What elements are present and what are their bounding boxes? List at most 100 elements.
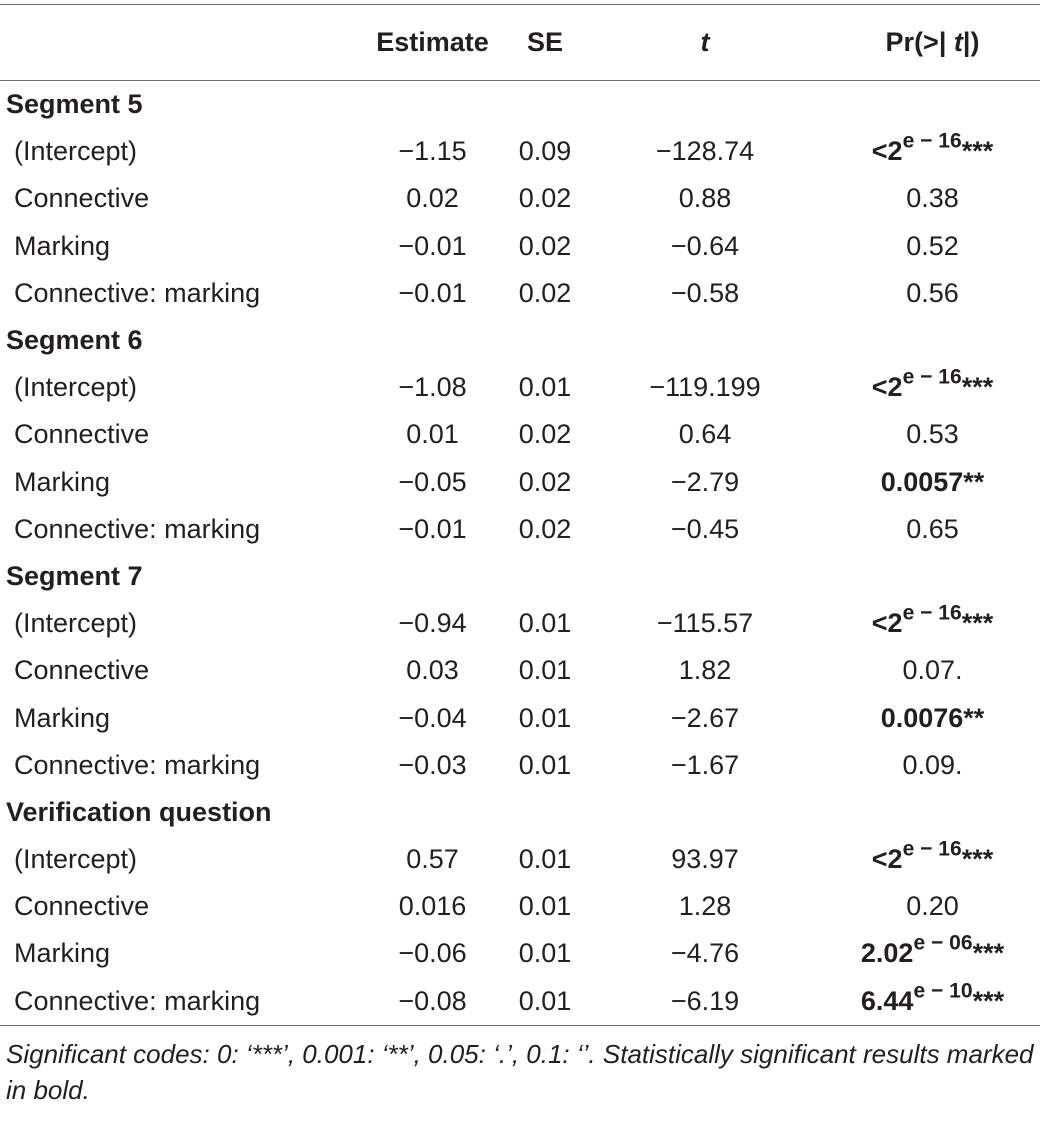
se-cell: 0.01 [518,372,572,403]
p-value-exponent: e − 16 [902,365,962,389]
row-label: (Intercept) [14,136,138,167]
p-value-stars: *** [961,136,994,167]
t-cell: −0.64 [670,230,740,261]
p-value-cell: <2e − 16*** [825,128,1040,175]
p-value-cell: 0.20 [825,883,1040,930]
se-cell: 0.02 [518,183,572,214]
row-label: Connective [14,183,150,214]
p-value-exponent: e − 16 [902,837,962,861]
p-value-cell: 2.02e − 06*** [825,930,1040,977]
section-title: Segment 7 [6,560,143,591]
row-label: Marking [14,938,111,969]
p-value-base: <2 [871,136,903,167]
table-row: (Intercept) 0.57 0.01 93.97 <2e − 16*** [0,836,1040,883]
regression-table: Estimate SE t Pr(>| t|) Segment 5 (Interc… [0,4,1040,1026]
header-estimate: Estimate [340,4,505,81]
se-cell: 0.01 [518,938,572,969]
p-value-stars: *** [961,844,994,875]
se-cell: 0.01 [518,702,572,733]
table-row: (Intercept) −1.15 0.09 −128.74 <2e − 16*** [0,128,1040,175]
section-row: Verification question [0,789,1040,836]
row-label: Marking [14,466,111,497]
p-value-cell: 0.0057** [825,459,1040,506]
header-t: t [585,4,825,81]
t-cell: 1.28 [678,891,732,922]
estimate-cell: −0.03 [398,749,467,780]
p-value-base: <2 [871,608,903,639]
header-row: Estimate SE t Pr(>| t|) [0,4,1040,81]
estimate-cell: −0.01 [398,277,467,308]
estimate-cell: −1.08 [398,372,467,403]
p-value-base: 0.0057** [880,466,985,497]
se-cell: 0.09 [518,136,572,167]
header-label [0,4,340,81]
t-cell: 93.97 [671,844,739,875]
estimate-cell: 0.01 [406,419,459,450]
estimate-cell: −0.04 [398,702,467,733]
p-value-stars: *** [961,372,994,403]
table-header: Estimate SE t Pr(>| t|) [0,4,1040,81]
p-value-cell: 0.09. [825,742,1040,789]
t-cell: −128.74 [655,136,755,167]
se-cell: 0.01 [518,844,572,875]
estimate-cell: −1.15 [398,136,467,167]
t-cell: −0.45 [670,513,740,544]
table-row: Connective: marking −0.01 0.02 −0.58 0.56 [0,270,1040,317]
row-label: Connective [14,419,150,450]
p-value-cell: 0.56 [825,270,1040,317]
estimate-cell: −0.94 [398,608,467,639]
t-cell: −6.19 [585,977,825,1026]
t-cell: 1.82 [678,655,732,686]
se-cell: 0.02 [518,419,572,450]
section-row: Segment 6 [0,317,1040,364]
table-row: Connective: marking −0.03 0.01 −1.67 0.09. [0,742,1040,789]
p-value-base: 0.20 [906,891,959,922]
se-cell: 0.01 [518,608,572,639]
table-row: (Intercept) −1.08 0.01 −119.199 <2e − 16*** [0,364,1040,411]
table-row: Connective: marking −0.08 0.01 −6.19 6.44e −… [0,977,1040,1026]
header-p: Pr(>| t|) [825,4,1040,81]
table-row: Marking −0.05 0.02 −2.79 0.0057** [0,459,1040,506]
row-label: Connective: marking [14,749,261,780]
se-cell: 0.01 [505,977,585,1026]
p-value-base: 0.07. [902,655,963,686]
section-row: Segment 5 [0,81,1040,129]
estimate-cell: −0.08 [340,977,505,1026]
p-value-base: 0.53 [906,419,959,450]
table-footnote: Significant codes: 0: ‘***’, 0.001: ‘**’… [6,1038,1034,1105]
row-label: Connective: marking [0,977,340,1026]
estimate-cell: −0.01 [398,230,467,261]
p-value-base: <2 [871,844,903,875]
t-cell: −4.76 [670,938,740,969]
se-cell: 0.02 [518,277,572,308]
table-row: Marking −0.06 0.01 −4.76 2.02e − 06*** [0,930,1040,977]
table-row: Connective: marking −0.01 0.02 −0.45 0.65 [0,506,1040,553]
t-cell: −2.67 [670,702,740,733]
t-cell: −1.67 [670,749,740,780]
p-value-exponent: e − 10 [913,979,973,1003]
header-se: SE [505,4,585,81]
row-label: Marking [14,702,111,733]
table-row: Connective 0.03 0.01 1.82 0.07. [0,647,1040,694]
p-value-base: 0.52 [906,230,959,261]
p-value-base: 0.38 [906,183,959,214]
estimate-cell: 0.03 [406,655,459,686]
row-label: (Intercept) [14,844,138,875]
se-cell: 0.01 [518,891,572,922]
section-row: Segment 7 [0,553,1040,600]
row-label: Connective [14,655,150,686]
p-value-cell: 0.38 [825,175,1040,222]
row-label: Connective [14,891,150,922]
row-label: Connective: marking [14,513,261,544]
p-value-base: <2 [871,372,903,403]
t-cell: −115.57 [656,608,754,639]
table-row: Marking −0.01 0.02 −0.64 0.52 [0,223,1040,270]
row-label: (Intercept) [14,372,138,403]
section-title: Verification question [6,796,272,827]
se-cell: 0.01 [518,749,572,780]
row-label: (Intercept) [14,608,138,639]
p-value-stars: *** [972,938,1005,969]
se-cell: 0.02 [518,513,572,544]
p-value-cell: 0.65 [825,506,1040,553]
